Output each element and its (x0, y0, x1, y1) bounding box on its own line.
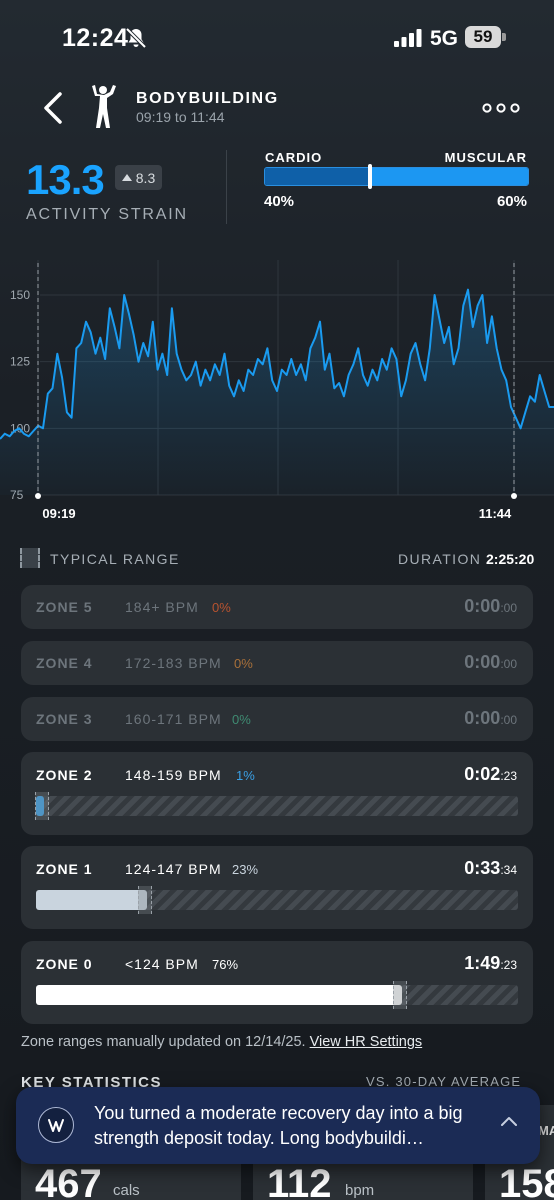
zone-1-time: 0:33 (464, 858, 501, 878)
zone-1-fill (36, 890, 147, 910)
peek-card-label: MA (538, 1123, 554, 1138)
battery-level: 59 (465, 26, 501, 48)
zone-2-seconds: :23 (500, 769, 517, 783)
zone-4-seconds: :00 (500, 657, 517, 671)
vertical-divider (226, 150, 227, 224)
zone-0-card[interactable]: ZONE 0 <124 BPM 76% 1:49:23 (21, 941, 533, 1024)
toast-message: You turned a moderate recovery day into … (94, 1103, 463, 1148)
zone-2-range-marker (35, 792, 49, 820)
stat-heart-rate-unit: bpm (345, 1182, 375, 1199)
stat-calories-value: 467 (35, 1162, 102, 1200)
cardio-percent: 40% (264, 193, 295, 210)
zone-2-percent: 1% (236, 768, 255, 783)
zone-3-name: ZONE 3 (36, 711, 93, 727)
chart-end-marker-dot (511, 493, 517, 499)
zone-1-seconds: :34 (500, 863, 517, 877)
zone-2-name: ZONE 2 (36, 767, 93, 783)
chevron-up-icon[interactable] (500, 1115, 518, 1127)
zone-2-fill (36, 796, 44, 816)
zone-1-name: ZONE 1 (36, 861, 93, 877)
chart-y-tick-label: 125 (10, 355, 30, 369)
duration-value: 2:25:20 (486, 551, 535, 567)
network-type: 5G (430, 27, 459, 50)
zone-0-name: ZONE 0 (36, 956, 93, 972)
muscular-label: MUSCULAR (444, 150, 527, 165)
zone-4-percent: 0% (234, 656, 253, 671)
strain-value: 13.3 (26, 156, 105, 203)
key-statistics-comparison-label: VS. 30-DAY AVERAGE (366, 1074, 522, 1089)
zone-3-percent: 0% (232, 712, 251, 727)
zone-5-seconds: :00 (500, 601, 517, 615)
zone-4-bpm: 172-183 BPM (125, 655, 222, 671)
bodybuilding-figure-icon (92, 85, 116, 128)
zone-3-bpm: 160-171 BPM (125, 711, 222, 727)
strain-delta-value: 8.3 (135, 169, 156, 186)
chart-y-tick-label: 150 (10, 288, 30, 302)
strain-label: ACTIVITY STRAIN (26, 206, 188, 223)
status-time: 12:24 (62, 24, 129, 52)
zone-0-fill (36, 985, 403, 1005)
muscular-percent: 60% (496, 193, 527, 210)
up-triangle-icon (121, 174, 132, 181)
zone-3-time: 0:00 (464, 708, 501, 728)
zone-1-bpm: 124-147 BPM (125, 861, 222, 877)
back-arrow-icon[interactable] (40, 90, 66, 126)
zone-5-time: 0:00 (464, 596, 501, 616)
zone-0-time: 1:49 (464, 953, 501, 973)
coach-notification-toast[interactable]: You turned a moderate recovery day into … (16, 1087, 540, 1164)
activity-time-range: 09:19 to 11:44 (136, 109, 225, 125)
strain-delta-badge: 8.3 (115, 165, 162, 190)
view-hr-settings-link[interactable]: View HR Settings (309, 1034, 423, 1050)
whoop-coach-icon (38, 1107, 74, 1143)
stat-heart-rate-value: 112 (267, 1162, 332, 1200)
chart-start-label: 09:19 (42, 506, 75, 521)
zone-4-card[interactable]: ZONE 4 172-183 BPM 0% 0:00:00 (21, 641, 533, 685)
typical-range-icon (20, 548, 40, 568)
more-options-icon[interactable] (482, 103, 520, 113)
chart-time-markers: 09:19 11:44 (35, 263, 517, 521)
zone-0-range-marker (393, 981, 408, 1009)
muscular-fill (370, 168, 528, 185)
cardio-fill (265, 168, 371, 185)
zone-1-percent: 23% (232, 862, 259, 877)
zone-2-bpm: 148-159 BPM (125, 767, 222, 783)
cardio-label: CARDIO (265, 150, 323, 165)
stat-third-value: 158 (499, 1162, 554, 1200)
zone-2-track (35, 792, 518, 820)
key-statistics-title: KEY STATISTICS (21, 1074, 163, 1091)
zone-0-seconds: :23 (500, 958, 517, 972)
duration-label: DURATION (398, 551, 482, 567)
zone-1-track (36, 886, 518, 914)
chart-line (0, 288, 554, 440)
zone-ranges-note-text: Zone ranges manually updated on 12/14/25… (21, 1034, 306, 1050)
activity-title: BODYBUILDING (136, 90, 279, 107)
battery-icon: 59 (465, 26, 507, 48)
zone-5-bpm: 184+ BPM (125, 599, 199, 615)
zone-2-time: 0:02 (464, 764, 501, 784)
cardio-muscular-marker (368, 164, 372, 189)
stat-calories-unit: cals (113, 1182, 140, 1199)
zone-5-card[interactable]: ZONE 5 184+ BPM 0% 0:00:00 (21, 585, 533, 629)
chart-area (0, 289, 554, 495)
cardio-muscular-bar (264, 167, 529, 186)
chart-start-marker-dot (35, 493, 41, 499)
zone-5-percent: 0% (212, 600, 231, 615)
zone-0-bpm: <124 BPM (125, 956, 199, 972)
chart-end-label: 11:44 (479, 506, 512, 521)
zone-5-name: ZONE 5 (36, 599, 93, 615)
zone-ranges-note: Zone ranges manually updated on 12/14/25… (21, 1034, 422, 1050)
zone-4-name: ZONE 4 (36, 655, 93, 671)
zone-1-range-marker (137, 886, 152, 914)
zone-3-seconds: :00 (500, 713, 517, 727)
bell-muted-icon (125, 27, 147, 49)
zone-0-percent: 76% (212, 957, 239, 972)
zone-3-card[interactable]: ZONE 3 160-171 BPM 0% 0:00:00 (21, 697, 533, 741)
zone-1-card[interactable]: ZONE 1 124-147 BPM 23% 0:33:34 (21, 846, 533, 929)
zone-2-card[interactable]: ZONE 2 148-159 BPM 1% 0:02:23 (21, 752, 533, 835)
typical-range-label: TYPICAL RANGE (50, 551, 180, 567)
signal-icon (394, 29, 422, 47)
zone-0-track (36, 981, 518, 1009)
zone-4-time: 0:00 (464, 652, 501, 672)
